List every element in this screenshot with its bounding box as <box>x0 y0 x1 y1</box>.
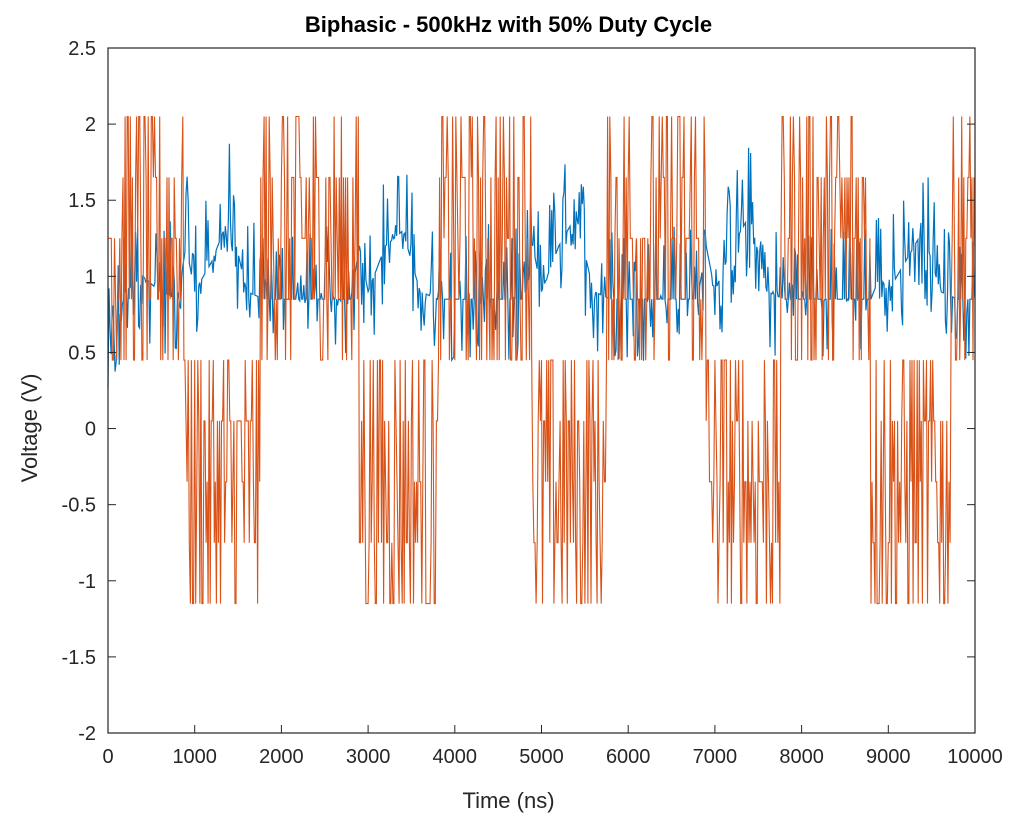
x-tick-label: 2000 <box>259 746 304 768</box>
y-tick-label: 1 <box>85 266 96 288</box>
x-tick-label: 6000 <box>606 746 651 768</box>
y-tick-label: -1.5 <box>62 647 96 669</box>
x-tick-label: 9000 <box>866 746 911 768</box>
tick-layer: 0 1000 2000 3000 4000 5000 6000 7000 8000 9000 100… <box>62 38 1003 768</box>
x-tick-label: 1000 <box>172 746 217 768</box>
y-tick-label: 1.5 <box>68 190 96 212</box>
x-tick-label: 8000 <box>779 746 824 768</box>
y-tick-label: 2.5 <box>68 38 96 60</box>
x-tick-label: 0 <box>102 746 113 768</box>
y-tick-label: 0.5 <box>68 342 96 364</box>
series-layer <box>107 115 976 605</box>
series-line-0 <box>107 143 976 388</box>
y-tick-label: -0.5 <box>62 495 96 517</box>
y-tick-label: -1 <box>78 571 96 593</box>
x-tick-label: 4000 <box>433 746 478 768</box>
x-axis-label: Time (ns) <box>462 788 555 813</box>
y-tick-label: 2 <box>85 114 96 136</box>
y-tick-label: -2 <box>78 723 96 745</box>
x-tick-label: 3000 <box>346 746 391 768</box>
series-line-1 <box>108 115 976 605</box>
x-tick-label: 7000 <box>693 746 738 768</box>
chart-title: Biphasic - 500kHz with 50% Duty Cycle <box>304 12 713 37</box>
y-tick-label: 0 <box>85 419 96 441</box>
x-tick-label: 10000 <box>947 746 1003 768</box>
x-tick-label: 5000 <box>519 746 564 768</box>
